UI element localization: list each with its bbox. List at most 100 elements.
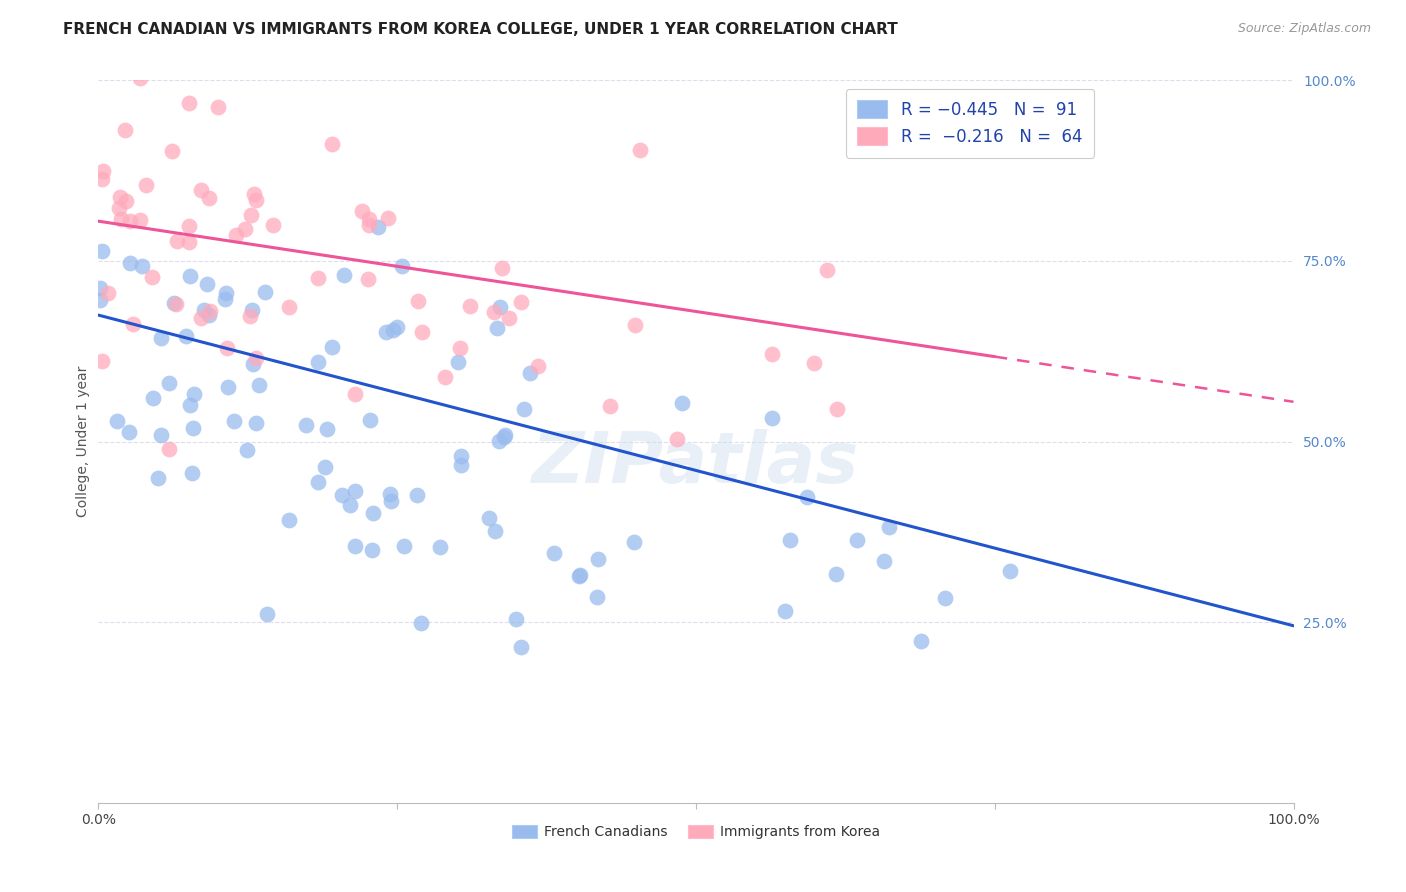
Point <box>367 220 389 235</box>
Point <box>377 211 399 225</box>
Point <box>998 564 1021 578</box>
Point <box>361 543 384 558</box>
Point <box>157 442 180 456</box>
Point <box>344 386 367 401</box>
Point <box>107 202 129 216</box>
Point <box>392 539 415 553</box>
Point <box>117 425 139 439</box>
Point <box>478 510 501 524</box>
Point <box>488 434 510 448</box>
Point <box>330 488 353 502</box>
Point <box>666 432 689 446</box>
Y-axis label: College, Under 1 year: College, Under 1 year <box>76 366 90 517</box>
Point <box>482 304 505 318</box>
Point <box>91 354 114 368</box>
Point <box>295 417 318 432</box>
Point <box>433 369 456 384</box>
Point <box>179 235 201 249</box>
Point <box>157 376 180 390</box>
Point <box>315 422 337 436</box>
Point <box>163 295 186 310</box>
Point <box>494 430 516 444</box>
Point <box>97 286 120 301</box>
Point <box>180 466 202 480</box>
Point <box>115 194 138 209</box>
Point <box>359 413 381 427</box>
Point <box>588 551 610 566</box>
Legend: French Canadians, Immigrants from Korea: French Canadians, Immigrants from Korea <box>506 820 886 845</box>
Point <box>174 329 197 343</box>
Text: ZIPatlas: ZIPatlas <box>533 429 859 498</box>
Point <box>233 222 256 236</box>
Point <box>380 494 402 508</box>
Point <box>89 280 111 294</box>
Point <box>165 297 187 311</box>
Point <box>846 533 869 548</box>
Point <box>450 449 472 463</box>
Point <box>245 193 267 207</box>
Point <box>494 428 516 442</box>
Point <box>513 402 536 417</box>
Point <box>357 272 380 286</box>
Point <box>498 310 520 325</box>
Point <box>160 144 183 158</box>
Point <box>934 591 956 605</box>
Point <box>350 203 373 218</box>
Point <box>190 183 212 197</box>
Point <box>193 302 215 317</box>
Point <box>623 534 645 549</box>
Point <box>142 391 165 405</box>
Point <box>509 640 531 655</box>
Point <box>321 136 343 151</box>
Point <box>240 303 263 318</box>
Point <box>361 506 384 520</box>
Point <box>796 491 818 505</box>
Point <box>761 410 783 425</box>
Point <box>387 320 409 334</box>
Point <box>278 300 301 314</box>
Point <box>779 533 801 548</box>
Point <box>262 219 284 233</box>
Point <box>825 402 848 417</box>
Point <box>225 227 247 242</box>
Point <box>218 380 240 394</box>
Point <box>409 616 432 631</box>
Point <box>245 351 267 365</box>
Point <box>825 566 848 581</box>
Point <box>190 311 212 326</box>
Text: Source: ZipAtlas.com: Source: ZipAtlas.com <box>1237 22 1371 36</box>
Point <box>247 378 270 392</box>
Point <box>245 417 267 431</box>
Point <box>198 191 221 205</box>
Point <box>166 234 188 248</box>
Point <box>110 212 132 227</box>
Point <box>195 277 218 291</box>
Point <box>181 420 204 434</box>
Point <box>446 355 468 369</box>
Point <box>222 414 245 428</box>
Point <box>406 293 429 308</box>
Point <box>429 540 451 554</box>
Point <box>242 357 264 371</box>
Point <box>129 213 152 227</box>
Point <box>198 303 221 318</box>
Point <box>344 539 367 553</box>
Point <box>519 366 541 380</box>
Point <box>382 324 405 338</box>
Point <box>314 459 336 474</box>
Point <box>239 309 262 323</box>
Point <box>510 295 533 310</box>
Point <box>179 269 201 284</box>
Point <box>122 318 145 332</box>
Point <box>183 387 205 401</box>
Point <box>177 219 200 234</box>
Point <box>110 189 132 203</box>
Point <box>118 256 141 270</box>
Point <box>215 286 238 301</box>
Point <box>484 524 506 538</box>
Point <box>146 471 169 485</box>
Point <box>215 341 238 355</box>
Point <box>527 359 550 373</box>
Point <box>179 398 201 412</box>
Point <box>321 340 343 354</box>
